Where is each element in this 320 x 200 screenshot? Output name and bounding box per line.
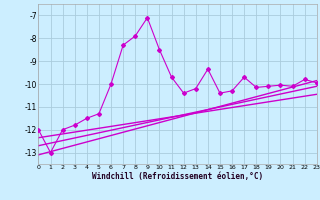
X-axis label: Windchill (Refroidissement éolien,°C): Windchill (Refroidissement éolien,°C) bbox=[92, 172, 263, 181]
